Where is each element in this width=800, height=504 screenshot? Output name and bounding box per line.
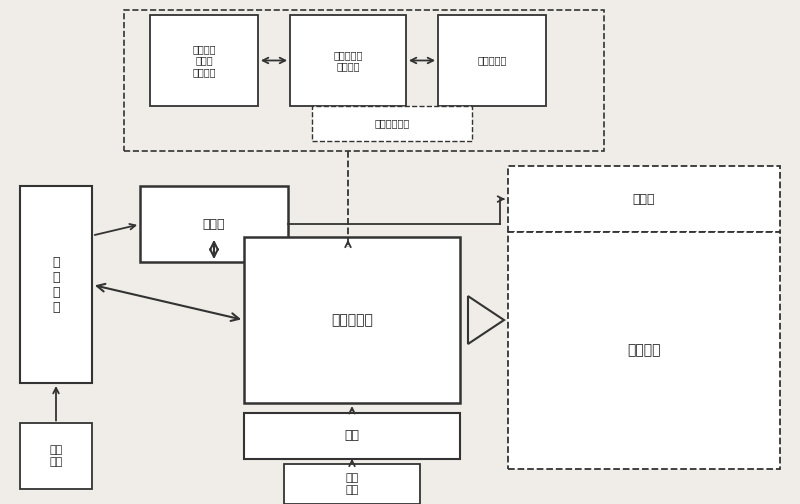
Bar: [20, 186, 92, 383]
Text: 比较放大器: 比较放大器: [478, 55, 506, 66]
Bar: [290, 15, 406, 106]
Text: 背光源: 背光源: [633, 193, 655, 206]
Bar: [20, 423, 92, 489]
Text: 显示模块: 显示模块: [627, 343, 661, 357]
Polygon shape: [468, 296, 504, 344]
Text: 升压板: 升压板: [202, 218, 226, 231]
Bar: [150, 15, 258, 106]
Text: 接口: 接口: [345, 429, 359, 443]
Text: 信号
输入: 信号 输入: [346, 473, 358, 494]
Text: 红外感应
接收器
接收元件: 红外感应 接收器 接收元件: [192, 44, 216, 77]
Bar: [244, 413, 460, 459]
Bar: [140, 186, 288, 262]
Text: 红外热释电
传感元件: 红外热释电 传感元件: [334, 50, 362, 71]
Bar: [312, 106, 472, 141]
Bar: [508, 166, 780, 232]
Bar: [284, 464, 420, 504]
Text: 电
源
模
块: 电 源 模 块: [52, 256, 60, 314]
Text: 功能控制模块: 功能控制模块: [374, 118, 410, 129]
Bar: [124, 10, 604, 151]
Bar: [244, 237, 460, 403]
Text: 微控处理器: 微控处理器: [331, 313, 373, 327]
Bar: [508, 232, 780, 469]
Text: 电源
输入: 电源 输入: [50, 446, 62, 467]
Bar: [438, 15, 546, 106]
